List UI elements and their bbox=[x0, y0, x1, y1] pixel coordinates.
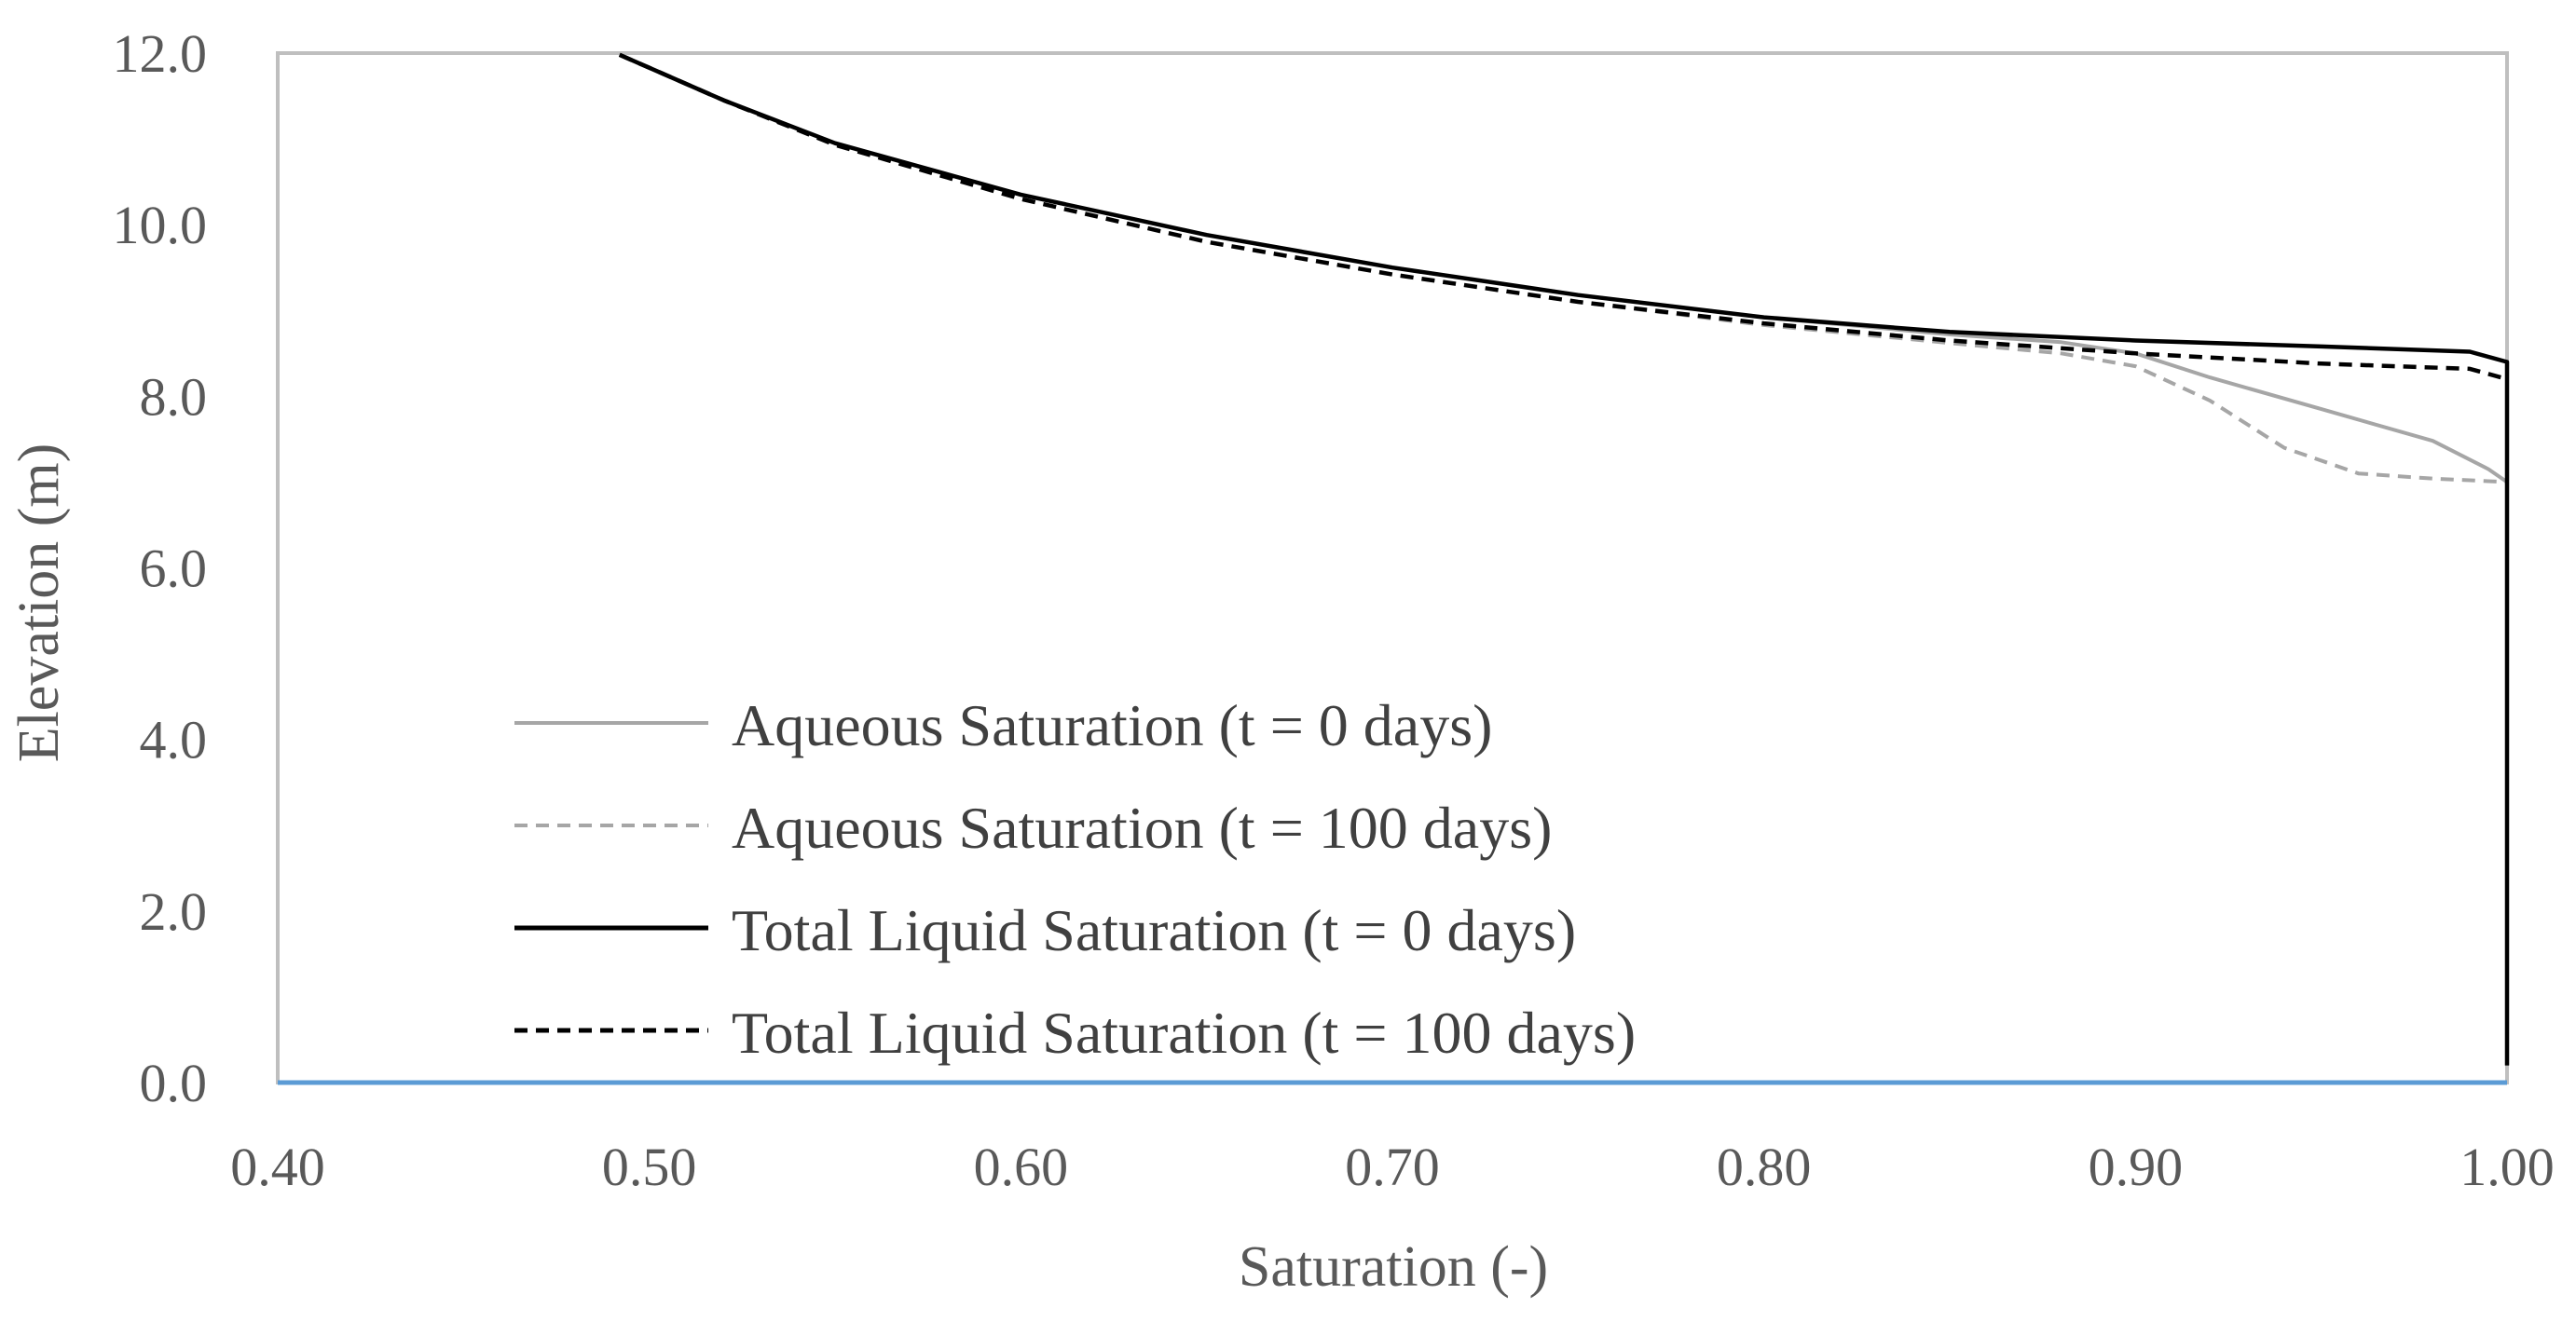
x-tick-label: 0.40 bbox=[230, 1137, 325, 1197]
y-tick-label: 8.0 bbox=[140, 366, 208, 427]
y-axis-title: Elevation (m) bbox=[7, 443, 71, 763]
legend-label: Aqueous Saturation (t = 100 days) bbox=[732, 795, 1552, 861]
x-axis-ticks: 0.40 0.50 0.60 0.70 0.80 0.90 1.00 bbox=[230, 1137, 2555, 1197]
y-axis-ticks: 0.0 2.0 4.0 6.0 8.0 10.0 12.0 bbox=[113, 23, 208, 1113]
x-tick-label: 0.70 bbox=[1345, 1137, 1440, 1197]
x-tick-label: 0.60 bbox=[974, 1137, 1069, 1197]
y-tick-label: 6.0 bbox=[140, 538, 208, 599]
x-tick-label: 1.00 bbox=[2460, 1137, 2555, 1197]
legend-label: Total Liquid Saturation (t = 0 days) bbox=[732, 897, 1576, 963]
legend: Aqueous Saturation (t = 0 days) Aqueous S… bbox=[514, 692, 1636, 1066]
x-tick-label: 0.80 bbox=[1717, 1137, 1812, 1197]
y-tick-label: 0.0 bbox=[140, 1053, 208, 1113]
legend-label: Total Liquid Saturation (t = 100 days) bbox=[732, 1000, 1636, 1066]
x-axis-title: Saturation (-) bbox=[1239, 1235, 1548, 1299]
y-tick-label: 10.0 bbox=[113, 195, 208, 255]
legend-label: Aqueous Saturation (t = 0 days) bbox=[732, 692, 1492, 758]
y-tick-label: 12.0 bbox=[113, 23, 208, 84]
y-tick-label: 4.0 bbox=[140, 710, 208, 770]
x-tick-label: 0.50 bbox=[602, 1137, 697, 1197]
series-layer bbox=[278, 52, 2510, 1085]
series-line bbox=[618, 52, 2510, 1066]
x-tick-label: 0.90 bbox=[2089, 1137, 2184, 1197]
series-line bbox=[618, 52, 2509, 1066]
series-line bbox=[618, 52, 2508, 382]
y-tick-label: 2.0 bbox=[140, 881, 208, 942]
